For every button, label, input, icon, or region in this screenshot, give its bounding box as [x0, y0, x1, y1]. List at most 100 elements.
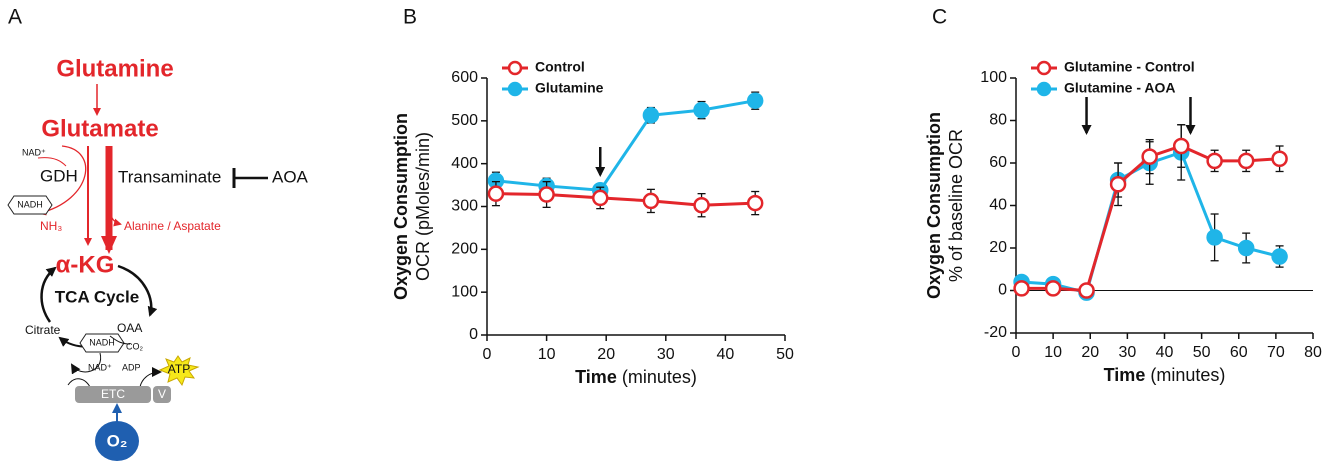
marker: [540, 188, 554, 202]
y-tick-label: 500: [451, 112, 478, 129]
label: TCA Cycle: [55, 287, 139, 306]
y-axis-label: Oxygen Consumption: [924, 112, 944, 299]
cycle-arrow: [42, 268, 55, 322]
series-line: [496, 101, 755, 191]
x-tick-label: 10: [1044, 344, 1062, 361]
y-axis-unit: % of baseline OCR: [946, 129, 966, 282]
x-tick-label: 10: [538, 346, 556, 363]
legend-label: Control: [535, 59, 585, 75]
legend-marker: [1038, 83, 1050, 95]
x-tick-label: 50: [776, 346, 794, 363]
y-tick-label: 20: [989, 239, 1007, 256]
marker: [748, 94, 762, 108]
legend-label: Glutamine: [535, 80, 604, 96]
marker: [748, 196, 762, 210]
y-tick-label: 40: [989, 197, 1007, 214]
y-axis-label: Oxygen Consumption: [391, 113, 411, 300]
x-tick-label: 70: [1267, 344, 1285, 361]
diagram: A Glutamine Glutamate NAD⁺ GDH NADH NH₃ …: [8, 6, 309, 461]
marker: [644, 108, 658, 122]
x-tick-label: 40: [1156, 344, 1174, 361]
legend-label: Glutamine - Control: [1064, 59, 1195, 75]
label: Transaminate: [118, 167, 221, 186]
label: AOA: [272, 167, 309, 186]
x-tick-label: 0: [483, 346, 492, 363]
x-axis-unit: (minutes): [622, 367, 697, 387]
marker: [695, 103, 709, 117]
y-tick-label: -20: [984, 324, 1007, 341]
arrow: [140, 372, 160, 387]
legend-label: Glutamine - AOA: [1064, 80, 1176, 96]
marker: [1208, 154, 1222, 168]
y-tick-label: 60: [989, 154, 1007, 171]
legend-marker: [509, 62, 521, 74]
node-label: α-KG: [56, 251, 115, 278]
legend-marker: [1038, 62, 1050, 74]
y-tick-label: 600: [451, 69, 478, 86]
x-tick-label: 20: [1081, 344, 1099, 361]
label: O₂: [107, 431, 128, 450]
x-tick-label: 30: [1118, 344, 1136, 361]
label: NH₃: [40, 219, 62, 233]
x-tick-label: 40: [717, 346, 735, 363]
x-tick-label: 0: [1012, 344, 1021, 361]
marker: [644, 194, 658, 208]
label: NADH: [89, 337, 115, 347]
marker: [695, 198, 709, 212]
label: Alanine / Aspatate: [124, 219, 221, 233]
y-tick-label: 100: [451, 283, 478, 300]
panel-label: B: [403, 6, 417, 29]
y-tick-label: 200: [451, 241, 478, 258]
x-axis-label: Time (minutes): [575, 367, 697, 387]
node-label: Glutamate: [41, 115, 158, 142]
marker: [1273, 152, 1287, 166]
marker: [1111, 177, 1125, 191]
x-tick-label: 60: [1230, 344, 1248, 361]
arrow: [68, 379, 90, 387]
y-tick-label: 300: [451, 198, 478, 215]
legend-marker: [509, 83, 521, 95]
label: NAD⁺: [22, 147, 46, 157]
arrow: [38, 158, 66, 166]
x-axis-unit: (minutes): [1150, 365, 1225, 385]
series-line: [496, 194, 755, 206]
x-axis-label: Time (minutes): [1104, 365, 1226, 385]
label: Citrate: [25, 323, 61, 337]
label: CO₂: [126, 341, 144, 351]
label: OAA: [117, 321, 142, 335]
marker: [593, 191, 607, 205]
label: ADP: [122, 362, 141, 372]
label: ATP: [168, 362, 190, 376]
x-axis-title: Time: [575, 367, 617, 387]
y-tick-label: 80: [989, 112, 1007, 129]
x-axis-title: Time: [1104, 365, 1146, 385]
x-tick-label: 50: [1193, 344, 1211, 361]
x-tick-label: 80: [1304, 344, 1322, 361]
marker: [1046, 281, 1060, 295]
marker: [489, 187, 503, 201]
node-label: Glutamine: [56, 55, 173, 82]
y-tick-label: 0: [998, 282, 1007, 299]
marker: [1239, 241, 1253, 255]
x-tick-label: 20: [597, 346, 615, 363]
label: V: [158, 387, 166, 401]
label: NAD⁺: [88, 362, 112, 372]
y-axis-unit: OCR (pMoles/min): [413, 132, 433, 281]
panel-label: A: [8, 6, 22, 29]
x-tick-label: 30: [657, 346, 675, 363]
panel-label: C: [932, 6, 947, 29]
y-tick-label: 100: [980, 69, 1007, 86]
label: ETC: [101, 387, 125, 401]
y-tick-label: 0: [469, 326, 478, 343]
marker: [1015, 281, 1029, 295]
y-tick-label: 400: [451, 155, 478, 172]
marker: [1273, 250, 1287, 264]
marker: [1080, 284, 1094, 298]
label: NADH: [17, 199, 43, 209]
marker: [1208, 230, 1222, 244]
figure: A Glutamine Glutamate NAD⁺ GDH NADH NH₃ …: [0, 0, 1334, 463]
marker: [1239, 154, 1253, 168]
marker: [1174, 139, 1188, 153]
label: GDH: [40, 166, 78, 185]
marker: [1143, 150, 1157, 164]
